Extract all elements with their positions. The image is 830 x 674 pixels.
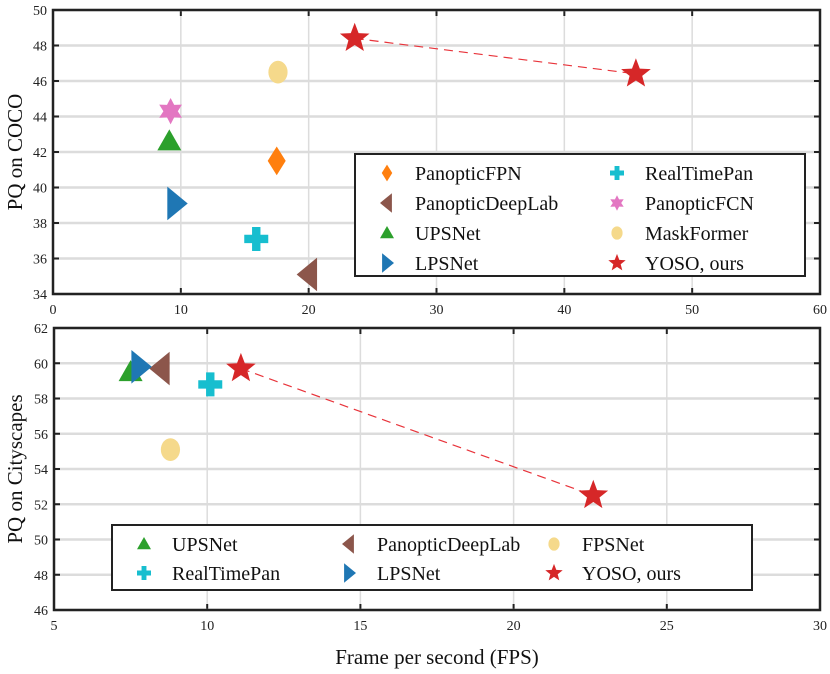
coco-chart: 0 10 20 30 40 50 60 34 36 38 40 42 44 46 48 50 PQ on COC… bbox=[3, 4, 827, 318]
point-fpsnet bbox=[160, 438, 181, 462]
cityscapes-chart: 5 10 15 20 25 30 46 48 50 52 54 56 58 60 62 PQ on Citys… bbox=[3, 322, 827, 669]
y-axis-label: PQ on Cityscapes bbox=[3, 394, 27, 543]
point-yoso-ours bbox=[339, 22, 370, 51]
legend-marker-yoso-ours bbox=[608, 253, 626, 271]
legend-label-yoso-ours: YOSO, ours bbox=[645, 253, 744, 275]
y-tick-label: 34 bbox=[33, 288, 47, 303]
y-tick-label: 62 bbox=[34, 322, 48, 337]
legend-marker-panopticfcn bbox=[610, 195, 624, 211]
legend-label-fpsnet: FPSNet bbox=[582, 534, 645, 556]
x-tick-label: 30 bbox=[813, 619, 827, 634]
y-tick-label: 48 bbox=[33, 40, 47, 55]
y-tick-label: 52 bbox=[34, 498, 48, 513]
point-panopticfcn bbox=[159, 98, 182, 125]
legend bbox=[111, 524, 753, 591]
point-yoso-ours bbox=[578, 479, 609, 509]
x-tick-label: 25 bbox=[660, 619, 674, 634]
legend-marker-yoso-ours bbox=[545, 563, 563, 581]
x-tick-label: 5 bbox=[51, 619, 58, 634]
x-axis-label: Frame per second (FPS) bbox=[335, 645, 539, 669]
legend-label-realtimepan: RealTimePan bbox=[172, 563, 280, 585]
legend-label-panopticfpn: PanopticFPN bbox=[415, 163, 522, 185]
legend-marker-maskformer bbox=[611, 226, 623, 240]
point-lpsnet bbox=[131, 349, 152, 384]
legend-marker-fpsnet bbox=[548, 537, 560, 551]
y-axis-label: PQ on COCO bbox=[3, 94, 27, 211]
y-tick-label: 46 bbox=[34, 604, 48, 619]
x-tick-label: 10 bbox=[174, 303, 188, 318]
legend-marker-realtimepan bbox=[610, 166, 624, 180]
legend-label-upsnet: UPSNet bbox=[172, 534, 238, 556]
legend-marker-panopticfpn bbox=[381, 164, 393, 182]
legend-label-lpsnet: LPSNet bbox=[377, 563, 441, 585]
y-tick-label: 60 bbox=[34, 357, 48, 372]
legend-marker-upsnet bbox=[380, 226, 394, 239]
legend-marker-lpsnet bbox=[382, 253, 394, 273]
x-tick-label: 0 bbox=[50, 303, 57, 318]
y-tick-label: 50 bbox=[33, 4, 47, 19]
axes-frame bbox=[51, 8, 822, 296]
legend-marker-panopticdeeplab bbox=[342, 534, 354, 554]
y-tick-label: 40 bbox=[33, 182, 47, 197]
legend-label-upsnet: UPSNet bbox=[415, 223, 481, 245]
x-tick-label: 60 bbox=[813, 303, 827, 318]
y-tick-label: 58 bbox=[34, 393, 48, 408]
point-yoso-ours bbox=[226, 352, 256, 382]
y-tick-label: 36 bbox=[33, 253, 47, 268]
x-tick-label: 30 bbox=[430, 303, 444, 318]
legend-label-panopticdeeplab: PanopticDeepLab bbox=[415, 193, 558, 215]
legend-label-lpsnet: LPSNet bbox=[415, 253, 479, 275]
y-tick-label: 46 bbox=[33, 75, 47, 90]
legend-marker-upsnet bbox=[137, 537, 151, 550]
axes-frame bbox=[52, 326, 822, 612]
y-tick-label: 38 bbox=[33, 217, 47, 232]
yoso-trend-line bbox=[354, 37, 636, 75]
y-tick-label: 54 bbox=[34, 463, 48, 478]
point-panopticdeeplab bbox=[149, 351, 170, 386]
legend bbox=[354, 153, 806, 277]
legend-marker-panopticdeeplab bbox=[380, 193, 392, 213]
point-panopticdeeplab bbox=[296, 257, 318, 292]
legend-label-yoso-ours: YOSO, ours bbox=[582, 563, 681, 585]
yoso-trend-line bbox=[240, 367, 594, 497]
y-tick-label: 42 bbox=[33, 146, 47, 161]
y-tick-label: 50 bbox=[34, 534, 48, 549]
legend-label-panopticfcn: PanopticFCN bbox=[645, 193, 754, 215]
x-tick-label: 20 bbox=[302, 303, 316, 318]
x-tick-label: 10 bbox=[200, 619, 214, 634]
y-tick-label: 44 bbox=[33, 111, 47, 126]
legend-marker-realtimepan bbox=[137, 566, 151, 580]
point-upsnet bbox=[157, 129, 182, 151]
legend-marker-lpsnet bbox=[344, 563, 356, 583]
point-lpsnet bbox=[167, 186, 188, 221]
y-tick-label: 56 bbox=[34, 428, 48, 443]
legend-label-realtimepan: RealTimePan bbox=[645, 163, 753, 185]
point-yoso-ours bbox=[621, 58, 651, 87]
point-maskformer bbox=[268, 60, 288, 84]
x-tick-label: 50 bbox=[685, 303, 699, 318]
y-tick-label: 48 bbox=[34, 569, 48, 584]
point-realtimepan bbox=[244, 226, 269, 251]
legend-label-panopticdeeplab: PanopticDeepLab bbox=[377, 534, 520, 556]
point-panopticfpn bbox=[267, 146, 286, 176]
legend-label-maskformer: MaskFormer bbox=[645, 223, 749, 245]
x-tick-label: 15 bbox=[353, 619, 367, 634]
point-realtimepan bbox=[198, 372, 223, 397]
x-tick-label: 20 bbox=[507, 619, 521, 634]
x-tick-label: 40 bbox=[557, 303, 571, 318]
